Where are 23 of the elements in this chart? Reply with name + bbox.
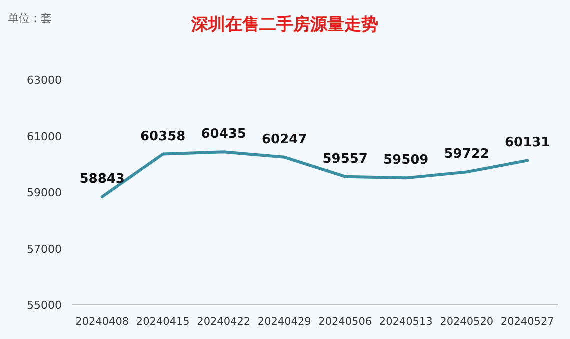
y-tick-label: 61000	[27, 130, 62, 144]
y-tick-label: 63000	[27, 74, 62, 87]
x-tick-label: 20240520	[440, 316, 494, 328]
data-label: 60358	[140, 129, 186, 144]
x-tick-label: 20240527	[500, 316, 554, 328]
x-tick-label: 20240506	[318, 316, 372, 328]
x-tick-label: 20240415	[136, 316, 190, 328]
data-label: 60435	[201, 127, 246, 142]
x-tick-label: 20240513	[379, 316, 433, 328]
y-tick-label: 57000	[27, 242, 62, 256]
data-label: 59557	[322, 152, 368, 167]
data-label: 60247	[262, 132, 308, 148]
x-tick-label: 20240422	[197, 316, 251, 328]
x-tick-label: 20240429	[258, 316, 312, 328]
data-label: 59722	[444, 147, 490, 162]
y-tick-label: 55000	[27, 299, 62, 312]
x-tick-label: 20240408	[76, 316, 130, 328]
data-label: 60131	[505, 136, 550, 151]
data-label: 59509	[384, 153, 429, 168]
title: 深圳在售二手房源量走势	[192, 15, 378, 35]
data-label: 58843	[80, 172, 125, 187]
y-tick-label: 59000	[27, 186, 62, 200]
annotation: 单位：套	[8, 12, 52, 25]
